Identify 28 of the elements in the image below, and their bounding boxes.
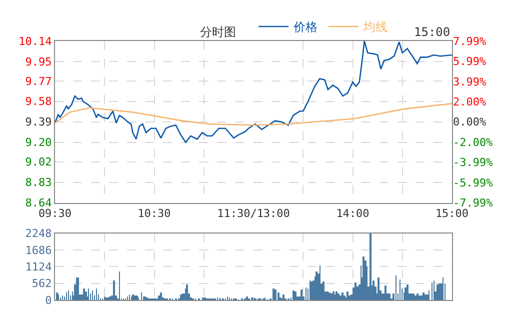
y-tick-label: 9.95 [25, 55, 52, 68]
legend-label: 价格 [292, 20, 318, 34]
y-tick-label: 562 [32, 277, 52, 290]
y-tick-label: 9.77 [25, 74, 52, 88]
x-tick-label: 10:30 [138, 206, 171, 220]
x-tick-label: 14:00 [336, 206, 370, 220]
x-tick-label: 11:30/13:00 [217, 206, 290, 220]
y-tick-label: 9.20 [25, 136, 52, 150]
text: -2.00% [453, 136, 493, 149]
text: -3.99% [453, 156, 493, 170]
text: 15:00 [414, 25, 450, 39]
text: 0.00% [453, 116, 486, 129]
y-tick-label: 1124 [25, 260, 52, 274]
chart-title: 分时图 [200, 25, 236, 39]
y-tick-label: 9.39 [25, 116, 52, 129]
text: 2.00% [453, 95, 486, 108]
y-tick-label: 10.14 [18, 34, 52, 48]
text: 3.99% [453, 75, 486, 88]
y-tick-label: 8.83 [25, 176, 52, 190]
text: -5.99% [453, 176, 493, 190]
y-tick-label: 1686 [25, 244, 52, 257]
legend-label: 均线 [362, 20, 388, 34]
y-tick-label: 9.58 [25, 95, 52, 108]
text: 5.99% [453, 55, 486, 68]
y-tick-label: 2248 [25, 227, 52, 240]
y-tick-label: 0 [45, 294, 52, 307]
y-tick-label: 9.02 [25, 156, 52, 169]
text: 7.99% [453, 34, 486, 48]
